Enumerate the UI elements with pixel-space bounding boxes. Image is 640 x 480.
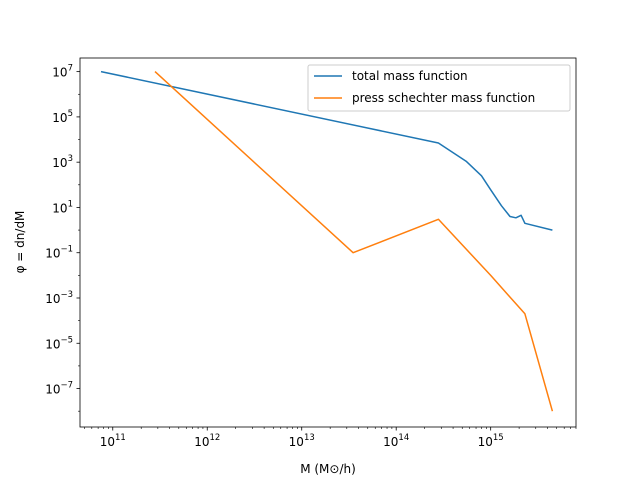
y-tick-label: 10−3 [45, 290, 73, 306]
plot-area [80, 58, 576, 427]
x-tick-label: 1011 [100, 433, 126, 449]
y-tick-label: 105 [52, 109, 73, 125]
y-axis-label: φ = dn/dM [13, 211, 27, 274]
y-tick-label: 10−5 [45, 335, 73, 351]
legend-label-total: total mass function [352, 69, 468, 83]
x-tick-label: 1012 [194, 433, 220, 449]
y-tick-label: 10−1 [45, 245, 73, 261]
y-tick-label: 103 [52, 154, 73, 170]
legend-box [307, 64, 571, 112]
x-axis-label: M (M⊙/h) [300, 462, 356, 476]
y-axis: 107 105 103 101 10−1 10−3 10−5 10−7 [45, 64, 80, 412]
series-line-0 [100, 70, 553, 231]
y-tick-label: 107 [52, 64, 73, 80]
y-tick-label: 10−7 [45, 381, 73, 397]
series-line-1 [154, 71, 554, 412]
legend: total mass function press schechter mass… [307, 64, 571, 112]
x-tick-label: 1015 [478, 433, 504, 449]
x-tick-label: 1013 [289, 433, 315, 449]
legend-label-press-schechter: press schechter mass function [352, 91, 535, 105]
y-tick-label: 101 [52, 199, 73, 215]
x-axis: 1011 1012 1013 1014 1015 [84, 427, 577, 449]
axes-frame [79, 57, 577, 428]
x-tick-label: 1014 [383, 433, 409, 449]
series-layer [100, 70, 554, 412]
